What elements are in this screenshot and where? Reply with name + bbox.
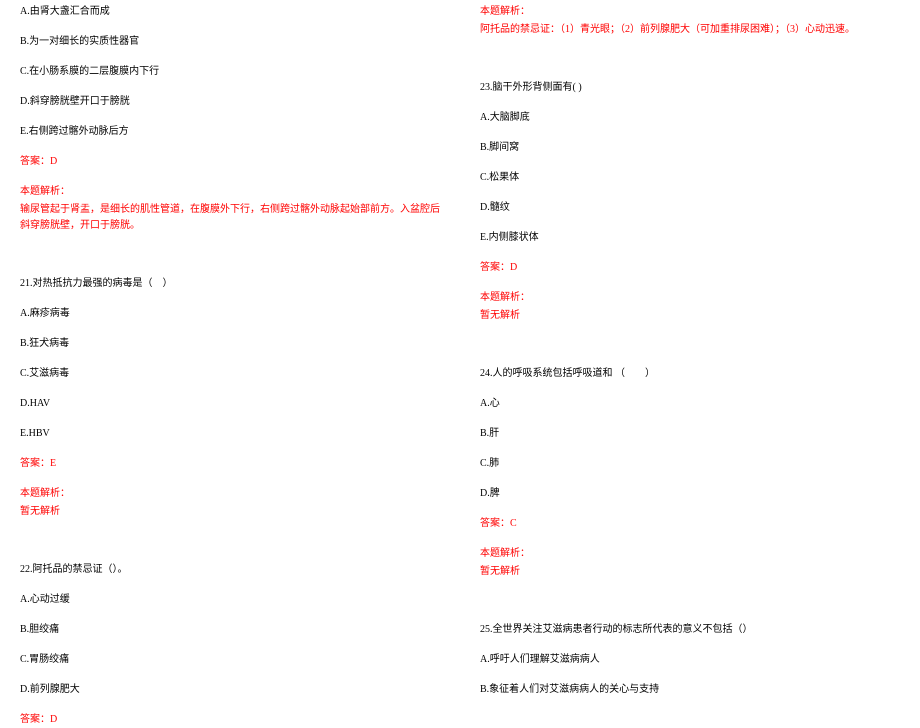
answer: 答案：D [20, 154, 440, 170]
option-b: B.狂犬病毒 [20, 336, 440, 352]
option-d: D.HAV [20, 396, 440, 412]
answer: 答案：D [480, 260, 900, 276]
option-d: D.前列腺肥大 [20, 682, 440, 698]
analysis-text: 暂无解析 [480, 564, 900, 580]
option-a: A.心 [480, 396, 900, 412]
option-c: C.胃肠绞痛 [20, 652, 440, 668]
option-c: C.松果体 [480, 170, 900, 186]
option-d: D.髓纹 [480, 200, 900, 216]
option-e: E.内侧膝状体 [480, 230, 900, 246]
analysis-text: 暂无解析 [480, 308, 900, 324]
answer: 答案：D [20, 712, 440, 728]
option-a: A.由肾大盏汇合而成 [20, 4, 440, 20]
option-a: A.呼吁人们理解艾滋病病人 [480, 652, 900, 668]
option-a: A.心动过缓 [20, 592, 440, 608]
option-d: D.脾 [480, 486, 900, 502]
analysis-text: 暂无解析 [20, 504, 440, 520]
question-stem: 25.全世界关注艾滋病患者行动的标志所代表的意义不包括（） [480, 622, 900, 638]
option-a: A.麻疹病毒 [20, 306, 440, 322]
question-stem: 21.对热抵抗力最强的病毒是（ ） [20, 276, 440, 292]
left-column: A.由肾大盏汇合而成 B.为一对细长的实质性器官 C.在小肠系膜的二层腹膜内下行… [0, 0, 460, 651]
analysis-label: 本题解析： [480, 4, 900, 20]
option-e: E.右侧跨过髂外动脉后方 [20, 124, 440, 140]
option-b: B.胆绞痛 [20, 622, 440, 638]
answer: 答案：E [20, 456, 440, 472]
analysis-text: 输尿管起于肾盂，是细长的肌性管道，在腹膜外下行，右侧跨过髂外动脉起始部前方。入盆… [20, 202, 440, 234]
question-stem: 24.人的呼吸系统包括呼吸道和 （ ） [480, 366, 900, 382]
analysis-label: 本题解析： [20, 486, 440, 502]
question-stem: 22.阿托品的禁忌证（）。 [20, 562, 440, 578]
option-b: B.为一对细长的实质性器官 [20, 34, 440, 50]
option-a: A.大脑脚底 [480, 110, 900, 126]
option-b: B.肝 [480, 426, 900, 442]
analysis-label: 本题解析： [20, 184, 440, 200]
option-b: B.脚间窝 [480, 140, 900, 156]
option-e: E.HBV [20, 426, 440, 442]
question-stem: 23.脑干外形背侧面有( ) [480, 80, 900, 96]
option-d: D.斜穿膀胱壁开口于膀胱 [20, 94, 440, 110]
analysis-label: 本题解析： [480, 290, 900, 306]
option-c: C.艾滋病毒 [20, 366, 440, 382]
analysis-text: 阿托品的禁忌证：（1）青光眼；（2）前列腺肥大（可加重排尿困难）；（3）心动迅速… [480, 22, 900, 38]
right-column: 本题解析： 阿托品的禁忌证：（1）青光眼；（2）前列腺肥大（可加重排尿困难）；（… [460, 0, 920, 651]
answer: 答案：C [480, 516, 900, 532]
option-c: C.肺 [480, 456, 900, 472]
analysis-label: 本题解析： [480, 546, 900, 562]
option-b: B.象征着人们对艾滋病病人的关心与支持 [480, 682, 900, 698]
option-c: C.在小肠系膜的二层腹膜内下行 [20, 64, 440, 80]
